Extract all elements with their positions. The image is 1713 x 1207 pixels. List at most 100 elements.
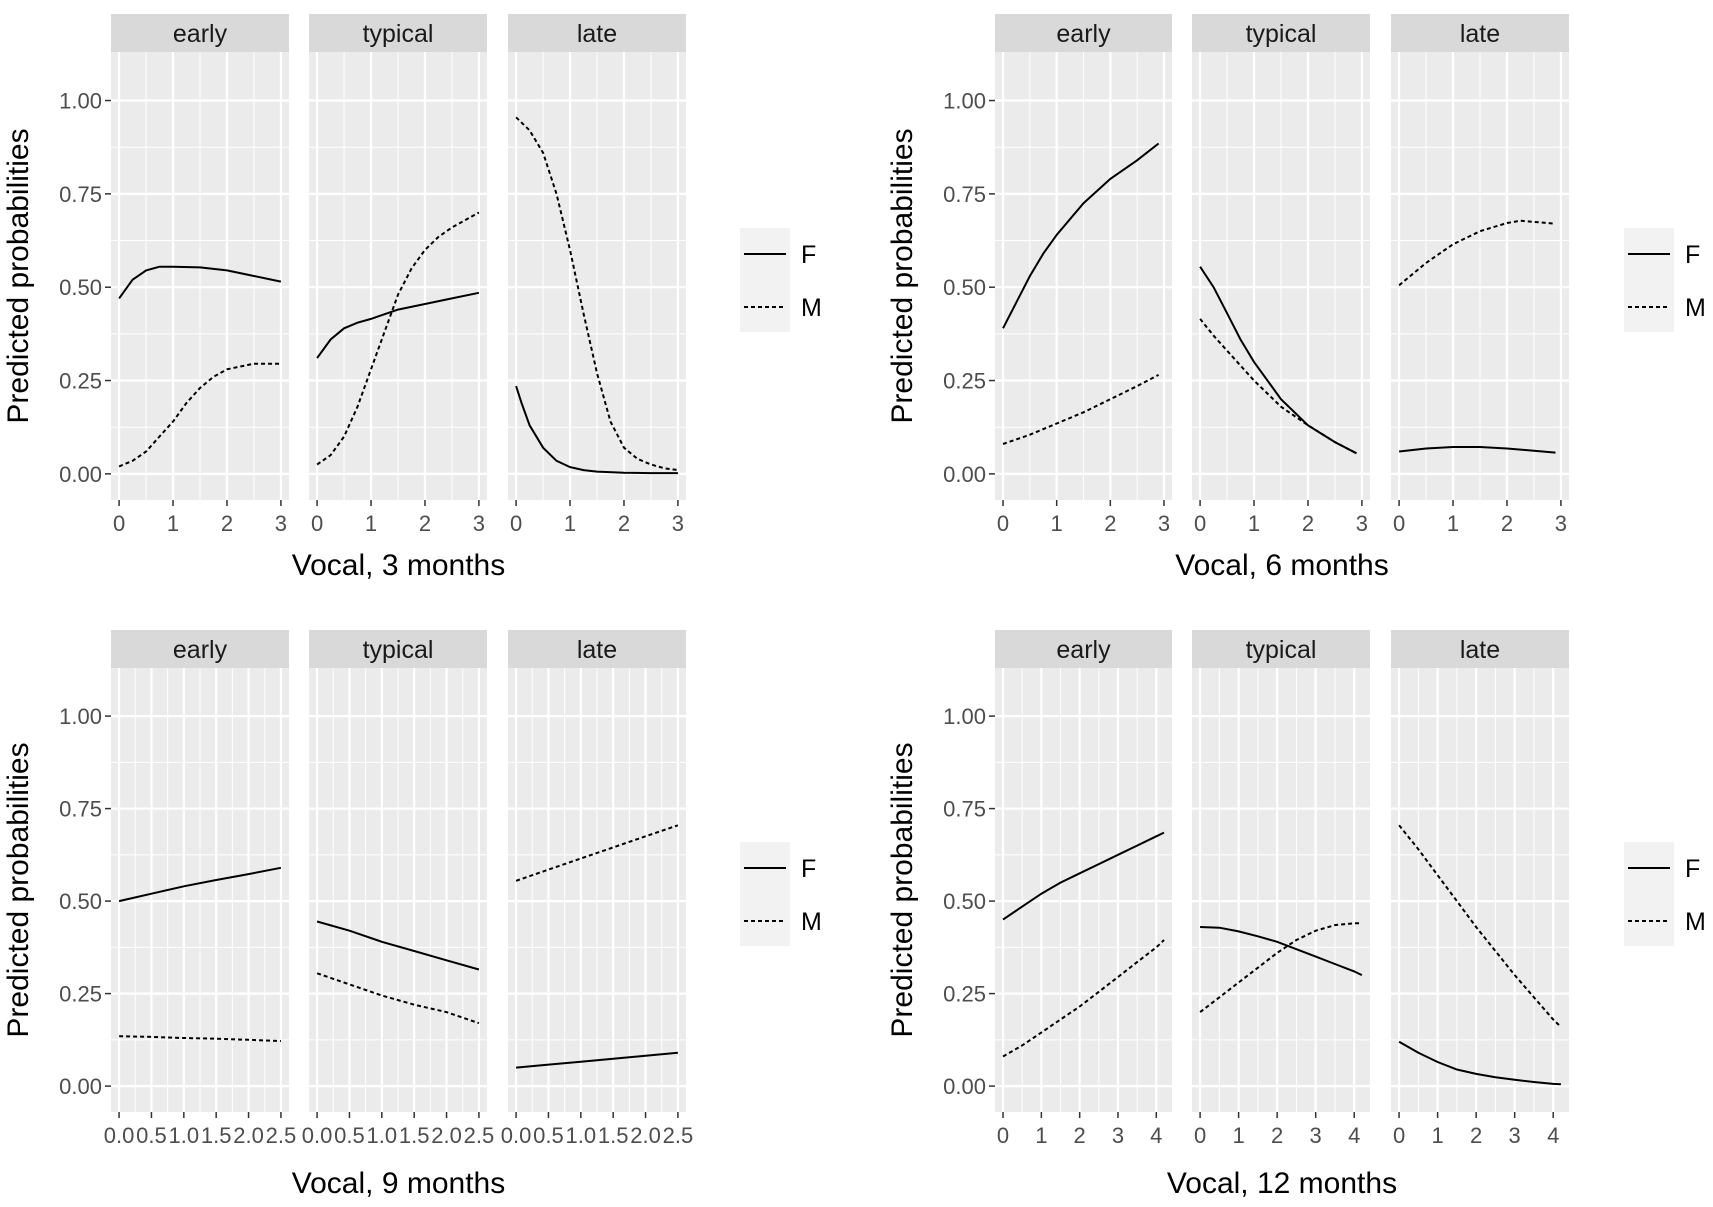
series-line-F	[1398, 446, 1556, 454]
x-tick-label: 2	[1302, 511, 1314, 536]
facet-strip-label: early	[173, 20, 228, 48]
x-tick-label: 3	[1158, 511, 1170, 536]
y-tick-label: 0.00	[943, 1074, 986, 1099]
x-axis-title: Vocal, 9 months	[292, 1167, 505, 1200]
facet-strip-label: typical	[363, 636, 434, 664]
facet-strip	[309, 14, 487, 52]
legend: FM	[1624, 842, 1706, 946]
series-line-F	[1200, 926, 1363, 977]
x-tick-label: 3	[473, 511, 485, 536]
x-tick-label: 0	[510, 511, 522, 536]
y-tick-label: 0.50	[943, 889, 986, 914]
x-tick-label: 0	[311, 511, 323, 536]
x-tick-label: 2	[1104, 511, 1116, 536]
facet-early: early 0.0 0.5 1.0 1.5 2.0 2.5	[104, 630, 296, 1148]
series-line-F	[1002, 831, 1165, 921]
facet-strip-label: early	[173, 636, 228, 664]
legend-label: F	[801, 241, 816, 269]
y-tick-label: 0.00	[943, 462, 986, 487]
series-line-M	[1199, 318, 1357, 455]
y-axis-title: Predicted probabilities	[2, 742, 35, 1037]
legend: FM	[740, 842, 822, 946]
series-line-M	[1199, 922, 1362, 1013]
y-tick-label: 0.75	[943, 797, 986, 822]
legend-key-background	[740, 228, 790, 332]
facet-typical: typical 0 1 2 3 4	[1192, 630, 1370, 1148]
x-tick-label: 1.5	[399, 1123, 430, 1148]
facet-late: late 0 1 2 3	[1391, 14, 1569, 536]
series-line-M	[1002, 374, 1160, 445]
series-line-M	[1002, 939, 1165, 1058]
x-tick-label: 1.0	[566, 1123, 597, 1148]
facet-early: early 0 1 2 3	[111, 14, 289, 536]
legend-label: F	[801, 855, 816, 883]
x-tick-label: 2.0	[630, 1123, 661, 1148]
legend-label: F	[1685, 855, 1700, 883]
series-line-M	[119, 1035, 281, 1042]
x-tick-label: 2.5	[266, 1123, 297, 1148]
x-tick-label: 2	[618, 511, 630, 536]
x-tick-label: 1	[1232, 1123, 1244, 1148]
facet-early: early 0 1 2 3	[995, 14, 1172, 536]
x-tick-label: 0.5	[334, 1123, 365, 1148]
x-tick-label: 1	[1035, 1123, 1047, 1148]
legend-label: M	[1685, 294, 1706, 322]
series-line-F	[1398, 1040, 1561, 1086]
facet-strip	[995, 14, 1172, 52]
facet-strip	[1391, 14, 1569, 52]
facet-strip-label: typical	[363, 20, 434, 48]
y-tick-label: 0.50	[59, 889, 102, 914]
x-tick-label: 1	[564, 511, 576, 536]
y-tick-label: 0.25	[59, 982, 102, 1007]
series-line-M	[316, 211, 480, 466]
x-tick-label: 0.0	[302, 1123, 333, 1148]
x-tick-label: 2	[1501, 511, 1513, 536]
facet-late: late 0 1 2 3 4	[1391, 630, 1569, 1148]
x-tick-label: 3	[1112, 1123, 1124, 1148]
x-tick-label: 4	[1348, 1123, 1360, 1148]
facet-strip-label: typical	[1246, 636, 1317, 664]
series-line-F	[516, 1051, 678, 1069]
legend-label: M	[801, 908, 822, 936]
x-tick-label: 1.5	[201, 1123, 232, 1148]
legend: FM	[1624, 228, 1706, 332]
x-tick-label: 0	[1393, 511, 1405, 536]
y-tick-label: 1.00	[59, 89, 102, 114]
x-tick-label: 1.0	[367, 1123, 398, 1148]
x-tick-label: 0.0	[104, 1123, 135, 1148]
facet-strip	[1192, 14, 1370, 52]
chart-1: 0.00 0.25 0.50 0.75 1.00 Predicted probabilit…	[2, 14, 822, 582]
y-tick-label: 0.50	[943, 275, 986, 300]
x-tick-label: 2	[1470, 1123, 1482, 1148]
x-tick-label: 3	[275, 511, 287, 536]
facet-strip-label: late	[1460, 636, 1500, 664]
series-line-M	[316, 972, 480, 1025]
series-line-F	[118, 866, 282, 903]
x-tick-label: 0.5	[533, 1123, 564, 1148]
series-line-F	[316, 291, 480, 359]
facet-strip	[508, 14, 686, 52]
series-line-M	[515, 824, 679, 882]
x-tick-label: 2	[1271, 1123, 1283, 1148]
series-line-F	[515, 385, 678, 475]
x-tick-label: 2	[419, 511, 431, 536]
y-tick-label: 1.00	[59, 704, 102, 729]
x-tick-label: 0	[1194, 511, 1206, 536]
legend-key-background	[740, 842, 790, 946]
panel-background	[1391, 668, 1569, 1112]
legend-key-background	[1624, 842, 1674, 946]
legend-label: F	[1685, 241, 1700, 269]
series-line-F	[316, 920, 480, 971]
facet-strip-label: early	[1056, 636, 1111, 664]
facet-strip-label: late	[577, 20, 617, 48]
x-tick-label: 2.5	[464, 1123, 495, 1148]
x-tick-label: 1	[365, 511, 377, 536]
facet-typical: typical 0 1 2 3	[1192, 14, 1370, 536]
x-tick-label: 2.0	[431, 1123, 462, 1148]
x-tick-label: 1.5	[598, 1123, 629, 1148]
facet-strip-label: late	[577, 636, 617, 664]
x-tick-label: 4	[1547, 1123, 1559, 1148]
facet-late: late 0.0 0.5 1.0 1.5 2.0 2.5	[501, 630, 693, 1148]
legend-key-background	[1624, 228, 1674, 332]
